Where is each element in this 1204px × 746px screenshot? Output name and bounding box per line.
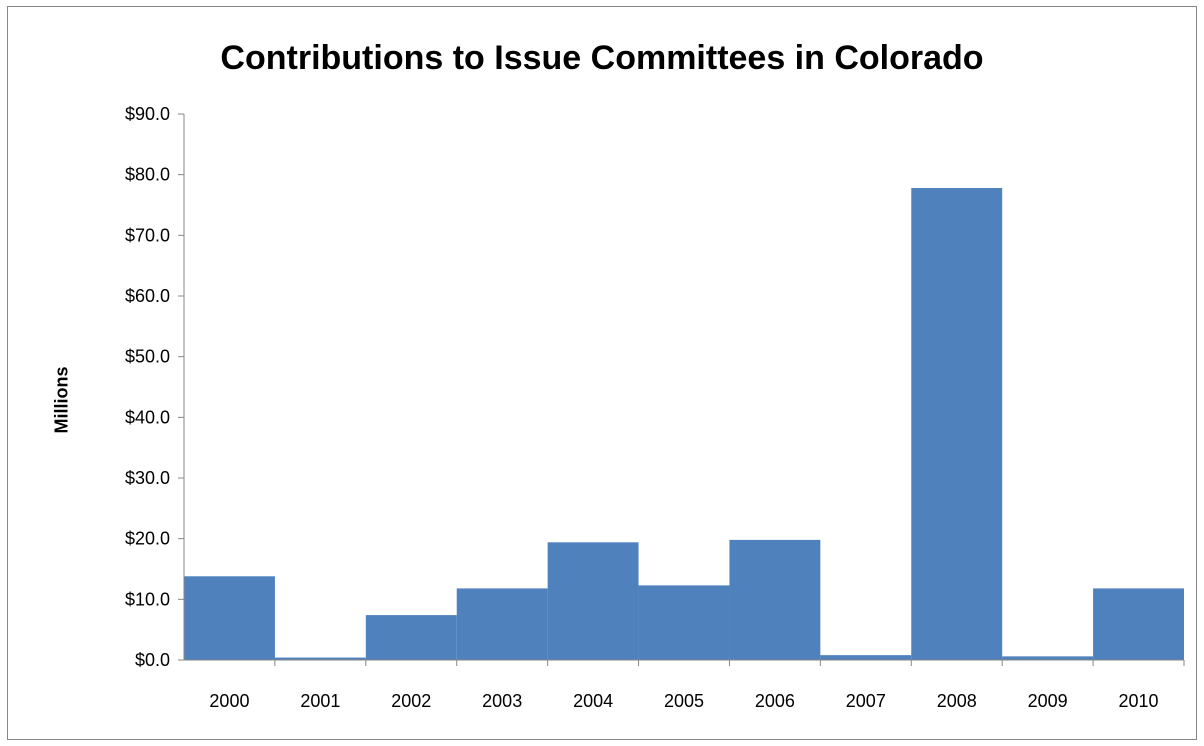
axes — [178, 113, 1185, 666]
bar-2010 — [1093, 588, 1184, 660]
x-tick-label: 2008 — [937, 691, 977, 711]
x-axis-tick-labels: 2000 2001 2002 2003 2004 2005 2006 2007 2008 2009… — [209, 691, 1158, 711]
y-tick-label: $50.0 — [125, 347, 170, 367]
x-tick-label: 2004 — [573, 691, 613, 711]
y-axis-tick-labels: $0.0 $10.0 $20.0 $30.0 $40.0 $50.0 $60.0 $70.0 $… — [125, 104, 170, 670]
y-tick-label: $80.0 — [125, 165, 170, 185]
bar-2004 — [547, 542, 639, 660]
x-tick-label: 2007 — [846, 691, 886, 711]
bar-2005 — [638, 585, 730, 660]
bar-2000 — [184, 576, 275, 660]
chart-title: Contributions to Issue Committees in Col… — [220, 39, 984, 77]
x-tick-label: 2003 — [482, 691, 522, 711]
y-tick-label: $10.0 — [125, 589, 170, 609]
y-tick-label: $30.0 — [125, 468, 170, 488]
y-tick-label: $0.0 — [135, 650, 170, 670]
bar-2008 — [911, 188, 1003, 660]
y-tick-label: $40.0 — [125, 407, 170, 427]
y-tick-label: $20.0 — [125, 529, 170, 549]
x-tick-label: 2005 — [664, 691, 704, 711]
x-tick-label: 2009 — [1028, 691, 1068, 711]
x-tick-label: 2002 — [391, 691, 431, 711]
y-tick-label: $90.0 — [125, 104, 170, 124]
x-tick-label: 2001 — [300, 691, 340, 711]
bar-2002 — [365, 615, 457, 660]
bar-2006 — [729, 539, 821, 660]
bar-2007 — [820, 655, 912, 660]
y-tick-label: $60.0 — [125, 286, 170, 306]
x-tick-label: 2000 — [209, 691, 249, 711]
y-tick-label: $70.0 — [125, 225, 170, 245]
x-tick-label: 2010 — [1119, 691, 1159, 711]
bar-2001 — [274, 657, 366, 660]
x-tick-label: 2006 — [755, 691, 795, 711]
bar-2009 — [1002, 656, 1094, 660]
bar-series — [184, 188, 1184, 660]
bar-2003 — [456, 588, 548, 660]
